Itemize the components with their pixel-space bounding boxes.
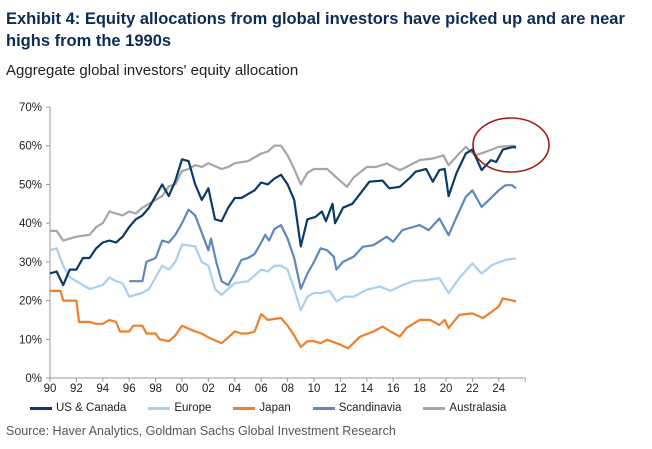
legend-item: US & Canada	[30, 402, 126, 414]
legend-swatch	[312, 406, 335, 410]
legend-label: Europe	[174, 402, 212, 414]
x-tick-label: 10	[308, 383, 321, 395]
x-tick-label: 00	[176, 383, 189, 395]
y-tick-label: 50%	[19, 179, 42, 191]
x-tick-label: 98	[149, 383, 162, 395]
annotation-circle	[472, 117, 550, 173]
legend-item: Scandinavia	[312, 402, 402, 414]
x-tick-label: 08	[281, 383, 294, 395]
legend: US & Canada Europe Japan Scandinavia Aus…	[30, 402, 528, 414]
legend-swatch	[423, 406, 446, 410]
x-tick-label: 14	[360, 383, 373, 395]
x-tick-label: 06	[255, 383, 268, 395]
x-tick-label: 12	[334, 383, 347, 395]
y-tick-label: 10%	[19, 334, 42, 346]
x-tick-label: 18	[413, 383, 426, 395]
line-chart: 0% 10% 20% 30% 40% 50% 60% 70% 90 92 94 96 98 00 02 04 0…	[19, 102, 550, 395]
x-tick-label: 92	[70, 383, 83, 395]
legend-label: US & Canada	[56, 402, 127, 414]
x-tick-label: 04	[228, 383, 241, 395]
legend-swatch	[30, 406, 52, 410]
chart-title: Exhibit 4: Equity allocations from globa…	[6, 10, 625, 50]
x-tick-label: 16	[387, 383, 400, 395]
x-tick-label: 02	[202, 383, 215, 395]
x-tick-label: 22	[466, 383, 479, 395]
x-tick-label: 96	[123, 383, 136, 395]
y-tick-label: 40%	[19, 218, 42, 230]
legend-swatch	[233, 406, 256, 410]
source-note: Source: Haver Analytics, Goldman Sachs G…	[6, 424, 396, 438]
series-line-us-canada	[49, 145, 517, 287]
x-tick-label: 24	[492, 383, 505, 395]
series-line-japan	[50, 289, 517, 350]
y-tick-label: 20%	[19, 296, 42, 308]
legend-swatch	[148, 406, 171, 410]
chart-subtitle: Aggregate global investors' equity alloc…	[6, 62, 299, 79]
legend-item: Australasia	[423, 402, 506, 414]
y-tick-label: 30%	[19, 257, 42, 269]
y-tick-label: 60%	[19, 141, 42, 153]
x-tick-label: 90	[44, 383, 57, 395]
series-line-europe	[49, 243, 517, 312]
legend-item: Japan	[233, 402, 291, 414]
legend-label: Australasia	[449, 402, 507, 414]
y-tick-label: 70%	[19, 102, 42, 114]
x-tick-label: 20	[440, 383, 453, 395]
legend-label: Scandinavia	[338, 402, 402, 414]
legend-item: Europe	[148, 402, 211, 414]
legend-label: Japan	[259, 402, 291, 414]
series-line-scandinavia	[129, 184, 517, 291]
y-tick-label: 0%	[25, 373, 42, 385]
x-tick-label: 94	[96, 383, 109, 395]
series-line-australasia	[50, 144, 517, 242]
